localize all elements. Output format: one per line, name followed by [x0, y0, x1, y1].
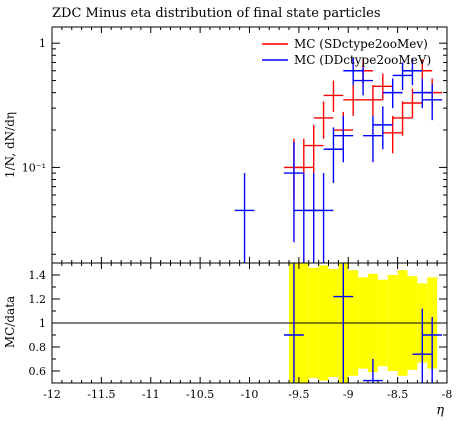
ratio-y-tick-label: 0.8 — [29, 341, 47, 354]
main-panel: 1 10⁻¹ 1/N, dN/dη MC (SDctype2ooMev) MC (… — [3, 26, 448, 264]
main-series — [234, 57, 443, 263]
main-ylabel: 1/N, dN/dη — [3, 112, 17, 178]
legend: MC (SDctype2ooMev) MC (DDctype2ooMeV) — [262, 37, 431, 67]
ratio-ylabel: MC/data — [3, 296, 17, 348]
x-tick-label: -10 — [241, 388, 259, 401]
x-tick-label: -8.5 — [387, 388, 408, 401]
x-tick-label: -8 — [442, 388, 453, 401]
x-tick-label: -10.5 — [186, 388, 214, 401]
main-ticks: 1 10⁻¹ — [22, 27, 447, 263]
x-tick-label: -9.5 — [288, 388, 309, 401]
ratio-y-tick-label: 1 — [39, 317, 46, 330]
ratio-panel: -12 -11.5 -11 -10.5 -10 -9.5 -9 -8.5 -8 0.6 0.8 1 1.… — [3, 262, 453, 418]
ratio-y-tick-label: 1.2 — [29, 293, 47, 306]
x-tick-label: -9 — [343, 388, 354, 401]
chart-title: ZDC Minus eta distribution of final stat… — [52, 6, 381, 21]
ratio-y-tick-label: 0.6 — [29, 365, 47, 378]
legend-label-dd: MC (DDctype2ooMeV) — [294, 53, 431, 67]
x-tick-label: -12 — [43, 388, 61, 401]
x-tick-label: -11.5 — [87, 388, 115, 401]
legend-label-sd: MC (SDctype2ooMev) — [294, 37, 428, 51]
ratio-ticks: -12 -11.5 -11 -10.5 -10 -9.5 -9 -8.5 -8 0.6 0.8 1 1.… — [29, 262, 453, 401]
ratio-series — [284, 263, 443, 383]
main-y-tick-label: 10⁻¹ — [22, 161, 46, 174]
x-tick-label: -11 — [142, 388, 160, 401]
x-axis-label: η — [436, 403, 444, 418]
ratio-y-tick-label: 1.4 — [29, 269, 47, 282]
main-y-tick-label: 1 — [39, 37, 46, 50]
